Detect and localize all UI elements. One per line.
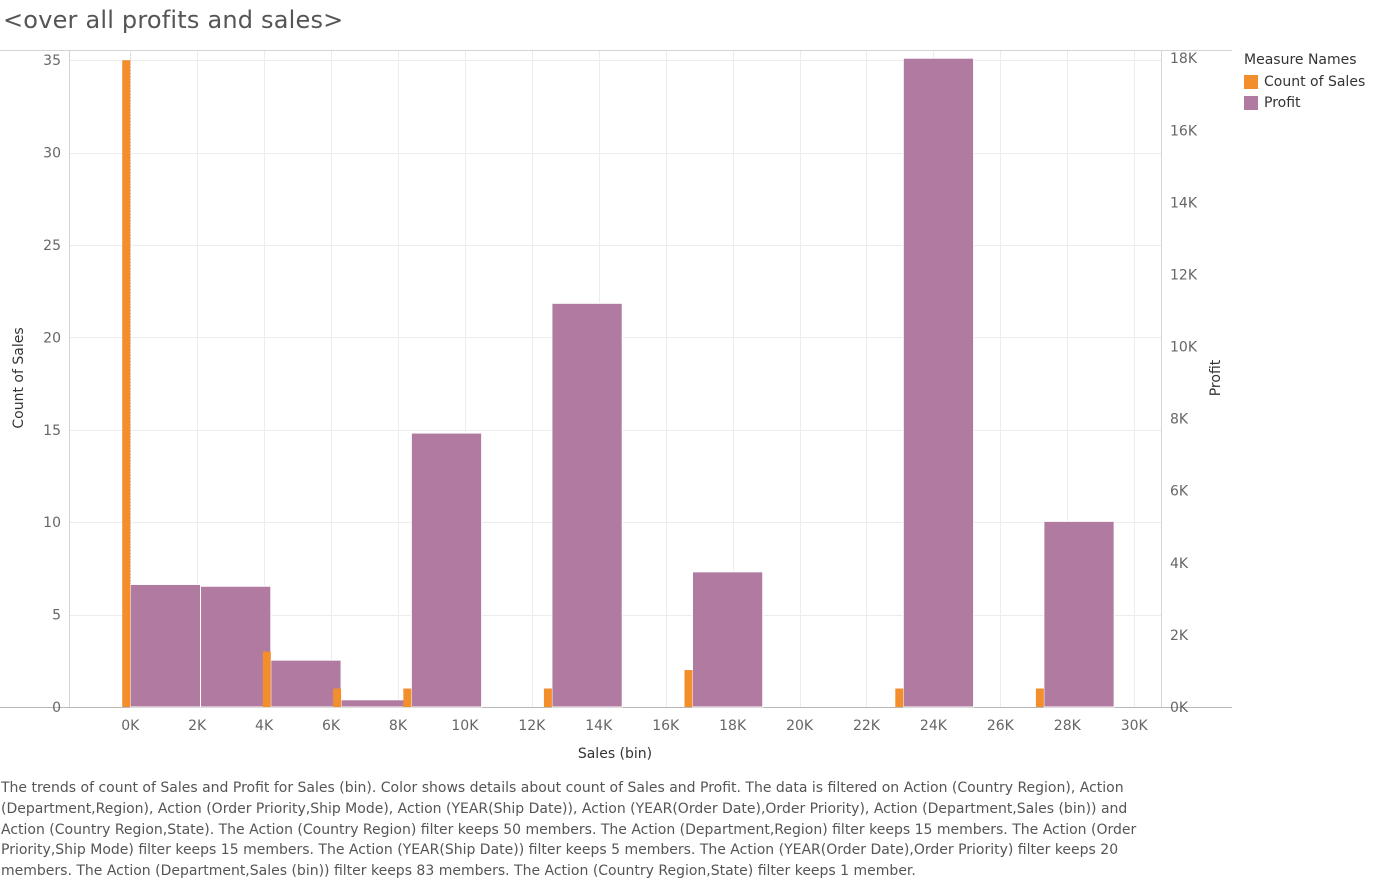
y2-axis-tick-labels: 0K 2K 4K 6K 8K 10K 12K 14K 16K 18K xyxy=(1170,51,1198,716)
legend-swatch-count-of-sales xyxy=(1244,74,1258,89)
page-title: <over all profits and sales> xyxy=(3,6,344,34)
y-tick-label: 30 xyxy=(43,146,61,162)
count-of-sales-bar xyxy=(895,688,904,707)
x-tick-label: 22K xyxy=(853,718,881,734)
y2-axis-label: Profit xyxy=(1208,359,1224,396)
count-of-sales-bar xyxy=(122,60,131,707)
profit-bar xyxy=(1043,520,1115,708)
legend-label: Count of Sales xyxy=(1264,73,1366,90)
count-of-sales-bar xyxy=(262,651,271,707)
x-tick-label: 18K xyxy=(719,718,747,734)
x-axis-label: Sales (bin) xyxy=(578,746,652,762)
chart-canvas: 0 5 10 15 20 25 30 35 0K 2K 4K 6K 8K 10K 12K 14K 16K 18K… xyxy=(0,50,1232,762)
x-tick-label: 6K xyxy=(322,718,341,734)
legend-swatch-profit xyxy=(1244,95,1258,110)
profit-bar xyxy=(902,57,975,708)
y-axis-tick-labels: 0 5 10 15 20 25 30 35 xyxy=(43,53,61,716)
x-tick-label: 12K xyxy=(518,718,546,734)
profit-bar xyxy=(691,571,764,708)
count-of-sales-bar xyxy=(1035,688,1044,707)
y2-tick-label: 8K xyxy=(1170,412,1189,428)
x-tick-label: 4K xyxy=(255,718,274,734)
x-tick-label: 16K xyxy=(652,718,680,734)
y2-tick-label: 4K xyxy=(1170,556,1189,572)
count-of-sales-bar xyxy=(543,688,552,707)
legend-title: Measure Names xyxy=(1244,52,1357,68)
x-tick-label: 0K xyxy=(121,718,140,734)
profit-bar xyxy=(129,583,202,708)
x-tick-label: 2K xyxy=(188,718,207,734)
x-tick-label: 10K xyxy=(451,718,479,734)
y-axis-label: Count of Sales xyxy=(11,327,27,428)
y-tick-label: 10 xyxy=(43,515,61,531)
y2-tick-label: 10K xyxy=(1170,340,1198,356)
chart-caption: The trends of count of Sales and Profit … xyxy=(1,780,1137,880)
y2-tick-label: 2K xyxy=(1170,628,1189,644)
x-tick-label: 30K xyxy=(1121,718,1149,734)
x-tick-label: 24K xyxy=(920,718,948,734)
x-tick-label: 26K xyxy=(987,718,1015,734)
y2-tick-label: 14K xyxy=(1170,195,1198,211)
y2-tick-label: 18K xyxy=(1170,51,1198,67)
y2-tick-label: 6K xyxy=(1170,484,1189,500)
count-of-sales-bar xyxy=(333,688,342,707)
profit-bar xyxy=(270,659,342,708)
x-tick-label: 20K xyxy=(786,718,814,734)
y2-tick-label: 16K xyxy=(1170,123,1198,139)
legend-item-profit[interactable]: Profit xyxy=(1244,92,1365,113)
y2-tick-label: 0K xyxy=(1170,700,1189,716)
legend-label: Profit xyxy=(1264,94,1301,111)
y-tick-label: 15 xyxy=(43,423,61,439)
profit-bar xyxy=(551,302,623,708)
x-tick-label: 28K xyxy=(1054,718,1082,734)
y2-tick-label: 12K xyxy=(1170,267,1198,283)
x-tick-label: 8K xyxy=(389,718,408,734)
x-axis-tick-labels: 0K 2K 4K 6K 8K 10K 12K 14K 16K 18K 20K 22K 24K 26K 28K… xyxy=(121,718,1148,734)
y-tick-label: 0 xyxy=(52,700,61,716)
profit-bar xyxy=(410,432,483,708)
y-tick-label: 25 xyxy=(43,238,61,254)
count-of-sales-bars xyxy=(122,60,1044,707)
y-tick-label: 5 xyxy=(52,608,61,624)
y-tick-label: 35 xyxy=(43,53,61,69)
count-of-sales-bar xyxy=(403,688,412,707)
legend-item-count-of-sales[interactable]: Count of Sales xyxy=(1244,71,1365,92)
profit-bar xyxy=(200,585,272,708)
x-tick-label: 14K xyxy=(585,718,613,734)
count-of-sales-bar xyxy=(684,670,693,707)
y-tick-label: 20 xyxy=(43,330,61,346)
legend: Measure Names Count of Sales Profit xyxy=(1244,52,1365,113)
profit-bars xyxy=(129,57,1115,708)
profit-bar xyxy=(340,699,412,708)
